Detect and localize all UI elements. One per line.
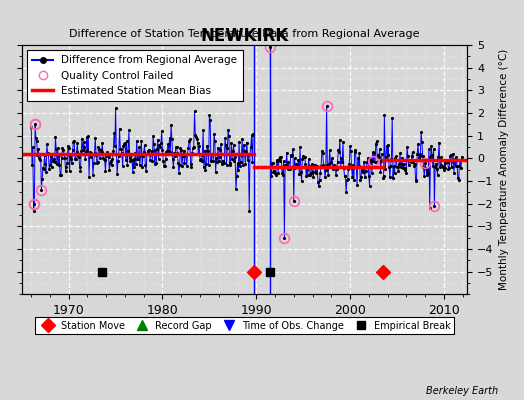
Y-axis label: Monthly Temperature Anomaly Difference (°C): Monthly Temperature Anomaly Difference (… [499, 49, 509, 290]
Text: Berkeley Earth: Berkeley Earth [425, 386, 498, 396]
Title: NEWKIRK: NEWKIRK [200, 27, 289, 45]
Text: Difference of Station Temperature Data from Regional Average: Difference of Station Temperature Data f… [69, 29, 420, 39]
Legend: Station Move, Record Gap, Time of Obs. Change, Empirical Break: Station Move, Record Gap, Time of Obs. C… [35, 317, 454, 334]
